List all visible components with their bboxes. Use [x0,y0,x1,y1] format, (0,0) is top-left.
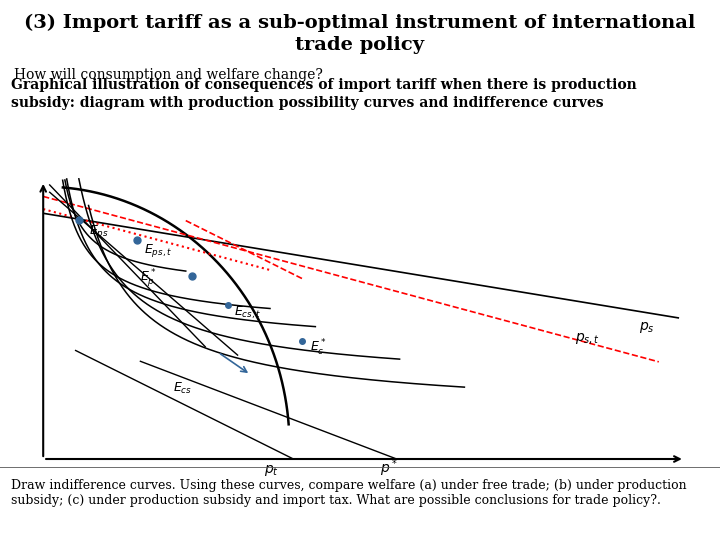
Text: $p_{s,t}$: $p_{s,t}$ [575,333,600,347]
Text: $E^*_c$: $E^*_c$ [310,339,327,359]
Text: Graphical illustration of consequences of import tariff when there is production: Graphical illustration of consequences o… [11,78,636,110]
Text: Draw indifference curves. Using these curves, compare welfare (a) under free tra: Draw indifference curves. Using these cu… [11,478,686,507]
Text: $p^*$: $p^*$ [380,457,398,479]
Text: $E_{ps,t}$: $E_{ps,t}$ [143,242,172,259]
Text: $p_s$: $p_s$ [639,320,655,335]
Text: $E^*_p$: $E^*_p$ [140,267,157,289]
Text: How will consumption and welfare change?: How will consumption and welfare change? [14,68,323,82]
Text: $E_{cs,t}$: $E_{cs,t}$ [235,305,262,321]
Text: $E_{cs}$: $E_{cs}$ [173,381,192,396]
Text: $E_{ps}$: $E_{ps}$ [89,224,109,240]
Text: (3) Import tariff as a sub-optimal instrument of international
trade policy: (3) Import tariff as a sub-optimal instr… [24,14,696,54]
Text: $p_t$: $p_t$ [264,463,279,478]
